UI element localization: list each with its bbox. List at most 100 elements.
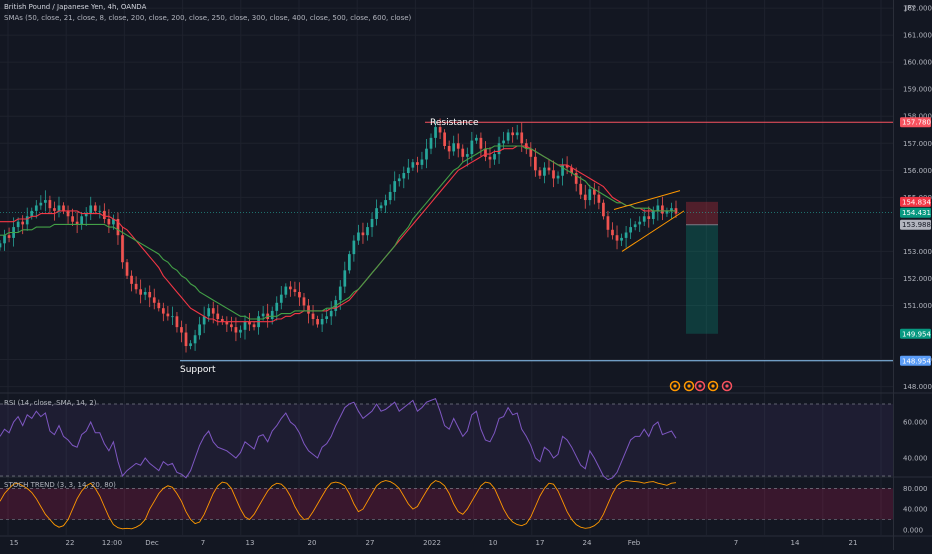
candle[interactable] <box>298 292 301 297</box>
candle[interactable] <box>557 176 560 179</box>
candle[interactable] <box>189 343 192 346</box>
candle[interactable] <box>620 238 623 241</box>
candle[interactable] <box>579 184 582 195</box>
candle[interactable] <box>611 230 614 235</box>
candle[interactable] <box>35 205 38 210</box>
candle[interactable] <box>598 195 601 203</box>
candle[interactable] <box>17 222 20 227</box>
candle[interactable] <box>448 146 451 151</box>
candle[interactable] <box>548 168 551 171</box>
candle[interactable] <box>194 335 197 343</box>
candle[interactable] <box>552 170 555 178</box>
candle[interactable] <box>103 211 106 219</box>
candle[interactable] <box>207 308 210 316</box>
candle[interactable] <box>289 287 292 290</box>
candle[interactable] <box>393 181 396 192</box>
candle[interactable] <box>49 200 52 208</box>
candle[interactable] <box>362 232 365 235</box>
candle[interactable] <box>339 287 342 301</box>
candle[interactable] <box>157 303 160 308</box>
candle[interactable] <box>498 143 501 154</box>
stop-loss-zone[interactable] <box>686 202 718 225</box>
candle[interactable] <box>421 160 424 165</box>
candle[interactable] <box>94 205 97 210</box>
candle[interactable] <box>148 292 151 297</box>
candle[interactable] <box>89 205 92 213</box>
candle[interactable] <box>539 170 542 175</box>
sma-study-legend[interactable]: SMAs (50, close, 21, close, 8, close, 20… <box>4 14 411 22</box>
candle[interactable] <box>39 203 42 206</box>
candle[interactable] <box>384 200 387 205</box>
candle[interactable] <box>656 205 659 210</box>
candle[interactable] <box>389 192 392 200</box>
candle[interactable] <box>262 314 265 317</box>
price-tag-support[interactable]: 148.954 <box>900 356 931 366</box>
candle[interactable] <box>312 314 315 319</box>
candle[interactable] <box>371 219 374 227</box>
candle[interactable] <box>602 203 605 217</box>
candle[interactable] <box>162 308 165 313</box>
candle[interactable] <box>366 227 369 235</box>
candle[interactable] <box>135 284 138 289</box>
candle[interactable] <box>280 295 283 303</box>
candle[interactable] <box>235 327 238 332</box>
candle[interactable] <box>634 224 637 227</box>
candle[interactable] <box>203 316 206 324</box>
candle[interactable] <box>520 132 523 143</box>
candle[interactable] <box>230 324 233 327</box>
candle[interactable] <box>253 324 256 327</box>
rsi-study-legend[interactable]: RSI (14, close, SMA, 14, 2) <box>4 399 96 407</box>
candle[interactable] <box>443 132 446 146</box>
candle[interactable] <box>3 235 6 243</box>
take-profit-zone[interactable] <box>686 225 718 334</box>
candle[interactable] <box>53 208 56 211</box>
candle[interactable] <box>430 138 433 149</box>
candle[interactable] <box>607 216 610 230</box>
candle[interactable] <box>516 132 519 135</box>
candle[interactable] <box>294 289 297 292</box>
candle[interactable] <box>375 208 378 219</box>
candle[interactable] <box>185 333 188 347</box>
candle[interactable] <box>638 222 641 225</box>
candle[interactable] <box>26 216 29 224</box>
stoch-study-legend[interactable]: STOCH TREND (3, 3, 14, 20, 80) <box>4 481 116 489</box>
candle[interactable] <box>493 154 496 159</box>
candle[interactable] <box>198 324 201 335</box>
candle[interactable] <box>121 235 124 262</box>
candle[interactable] <box>534 157 537 171</box>
candle[interactable] <box>629 227 632 232</box>
candle[interactable] <box>58 205 61 210</box>
candle[interactable] <box>144 292 147 295</box>
candle[interactable] <box>67 211 70 216</box>
candle[interactable] <box>647 216 650 219</box>
candle[interactable] <box>511 132 514 135</box>
candle[interactable] <box>407 168 410 173</box>
candle[interactable] <box>402 173 405 178</box>
candle[interactable] <box>502 141 505 144</box>
candle[interactable] <box>30 211 33 216</box>
candle[interactable] <box>480 138 483 149</box>
candle[interactable] <box>353 241 356 255</box>
price-tag-current[interactable]: 154.431 <box>900 208 931 218</box>
candle[interactable] <box>44 200 47 203</box>
candle[interactable] <box>489 157 492 160</box>
candle[interactable] <box>475 138 478 141</box>
candle[interactable] <box>139 289 142 294</box>
candle[interactable] <box>380 205 383 208</box>
candle[interactable] <box>652 211 655 219</box>
candle[interactable] <box>244 322 247 330</box>
candle[interactable] <box>275 303 278 311</box>
candle[interactable] <box>643 216 646 221</box>
candle[interactable] <box>484 149 487 157</box>
candle[interactable] <box>271 311 274 319</box>
price-tag-entry[interactable]: 153.988 <box>900 220 931 230</box>
candle[interactable] <box>0 243 1 247</box>
candle[interactable] <box>62 205 65 210</box>
candle[interactable] <box>98 211 101 212</box>
candle[interactable] <box>616 235 619 240</box>
candle[interactable] <box>303 297 306 305</box>
candle[interactable] <box>167 314 170 317</box>
candle[interactable] <box>316 319 319 324</box>
